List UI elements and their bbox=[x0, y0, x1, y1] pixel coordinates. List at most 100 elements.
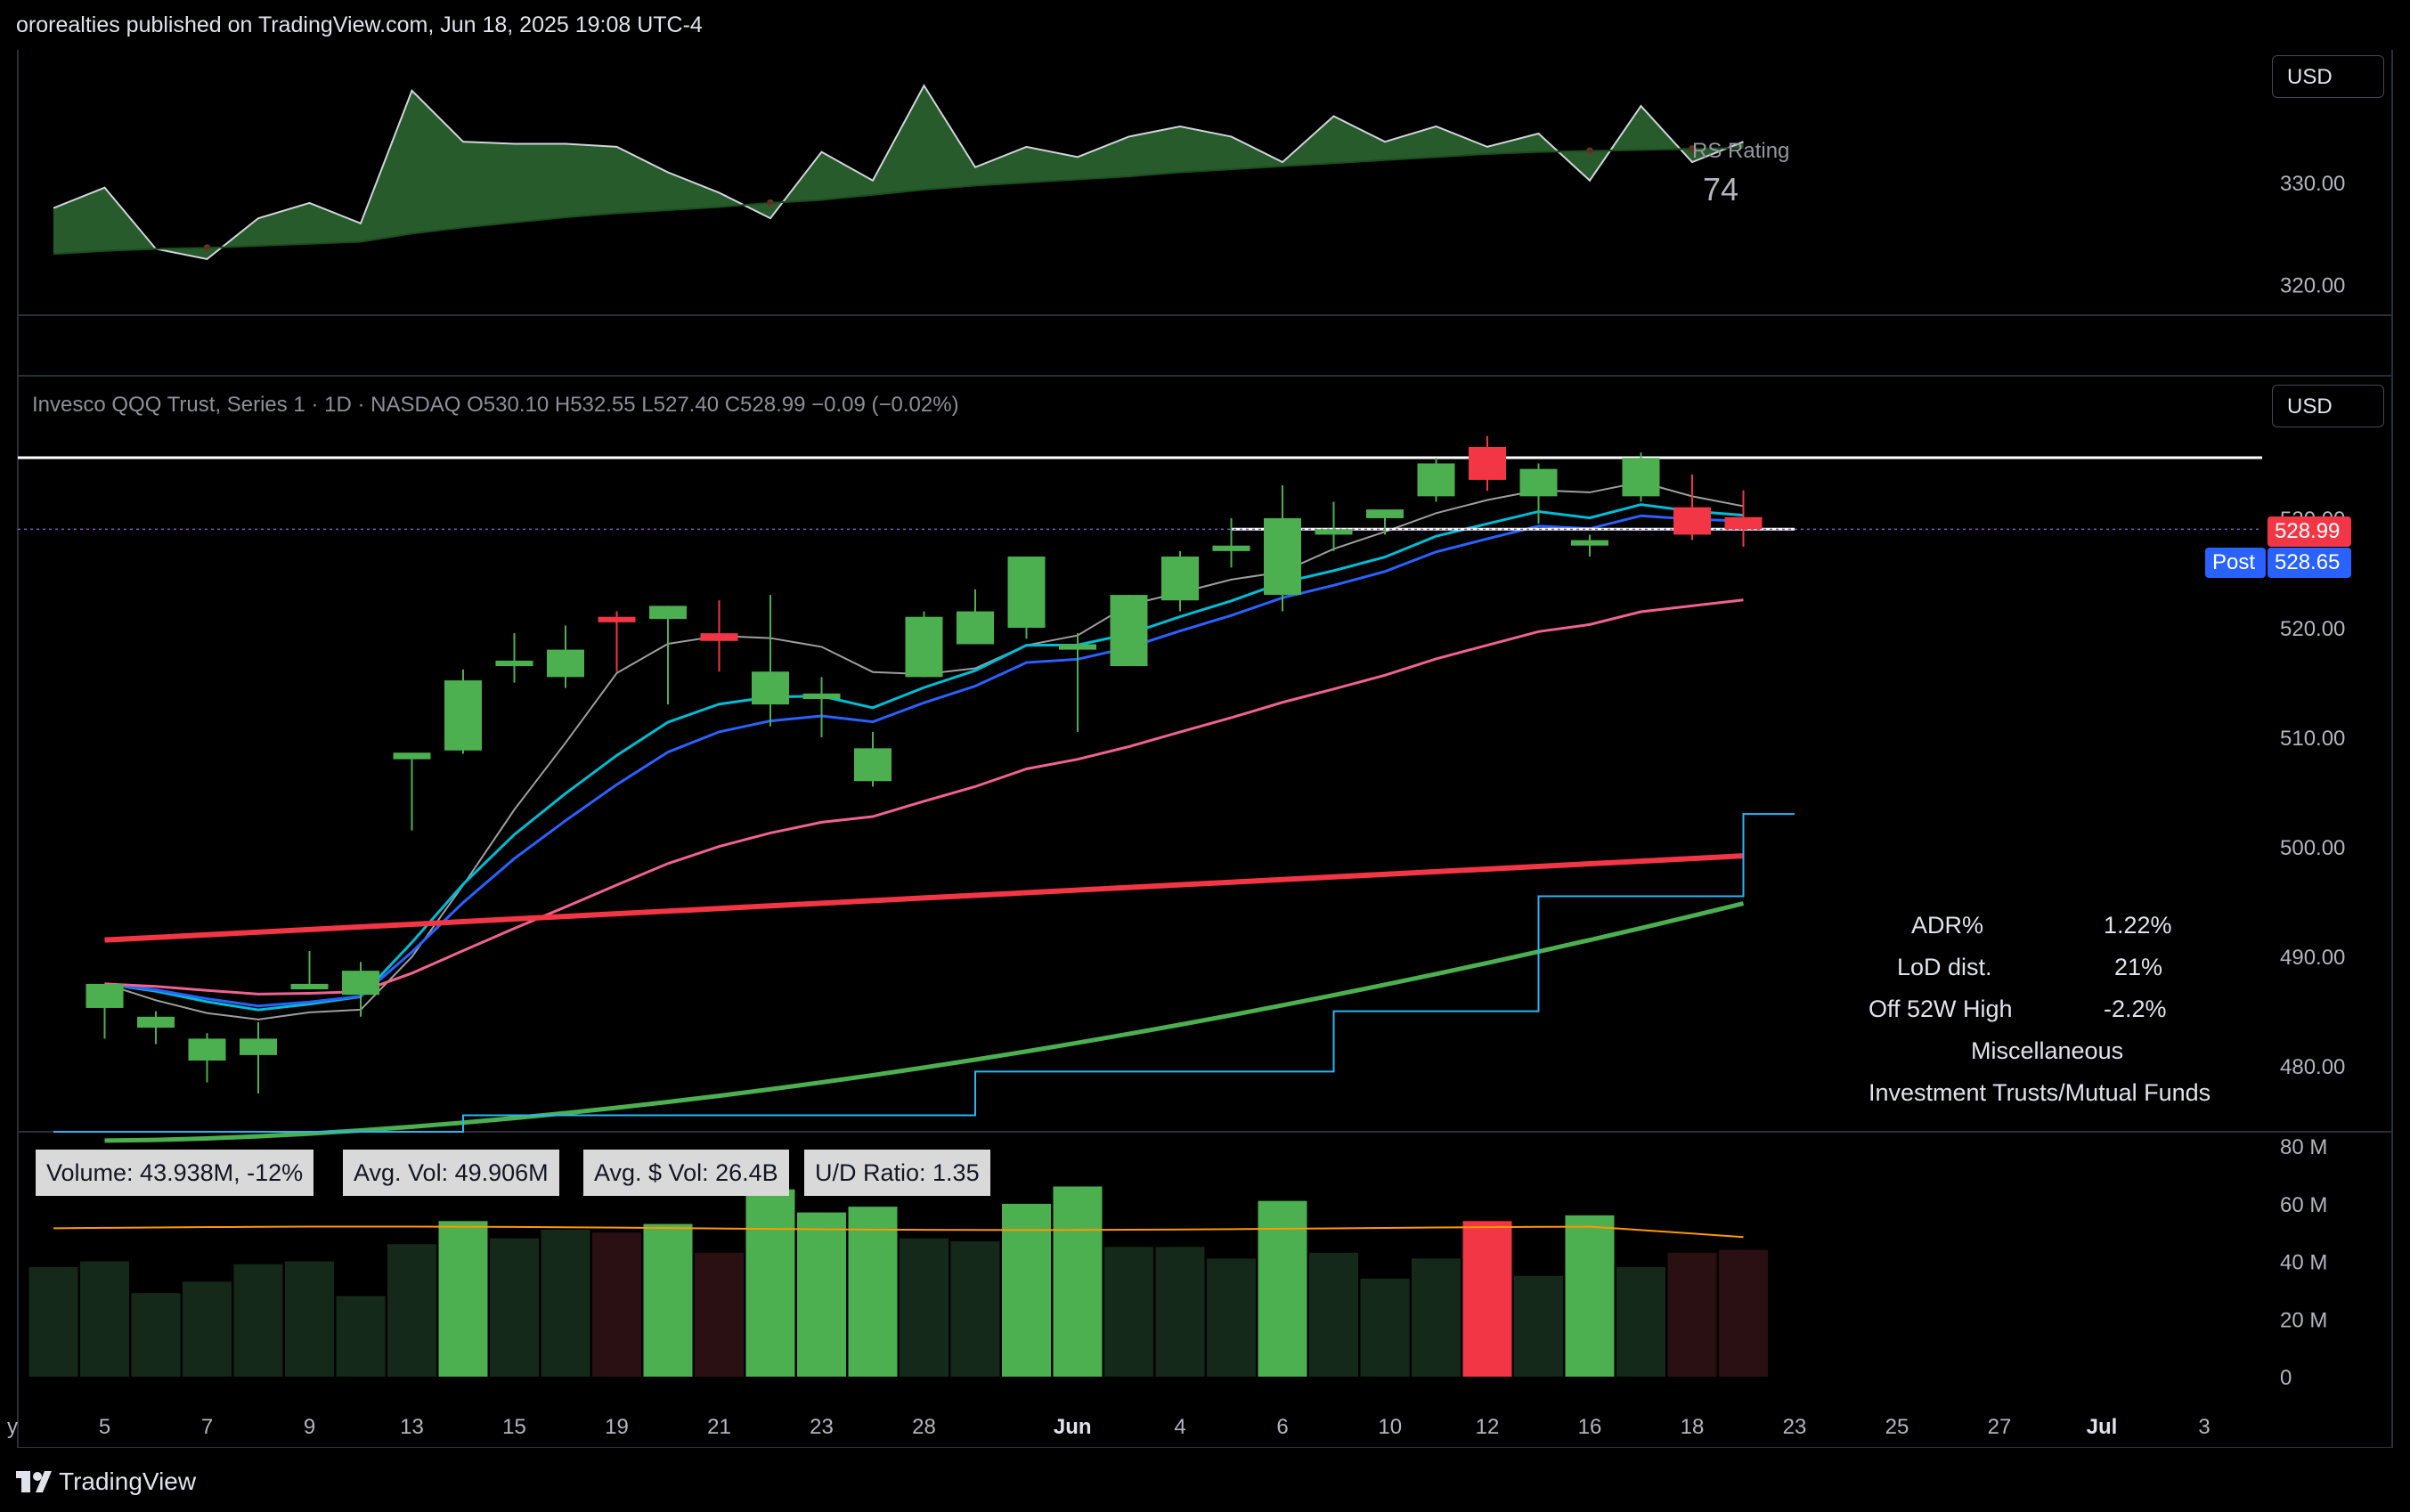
candle-body bbox=[85, 983, 124, 1008]
candle-body bbox=[1161, 557, 1199, 601]
ema-line bbox=[104, 514, 1744, 1008]
volume-axis-tick: 80 M bbox=[2280, 1135, 2327, 1159]
volume-bar bbox=[1616, 1267, 1665, 1377]
x-axis-label: 23 bbox=[810, 1415, 834, 1439]
price-axis-tick: 500.00 bbox=[2280, 836, 2345, 860]
price-axis-tick: 490.00 bbox=[2280, 946, 2345, 970]
last-price-tag: 528.99 bbox=[2268, 516, 2351, 547]
price-axis-tick: 480.00 bbox=[2280, 1055, 2345, 1079]
axes: 340.00330.00320.00530.00520.00510.00500.… bbox=[7, 69, 2345, 1439]
publish-header: ororealties published on TradingView.com… bbox=[0, 0, 2410, 50]
candle-body bbox=[1571, 540, 1608, 546]
price-axis-tick: 510.00 bbox=[2280, 727, 2345, 751]
volume-bar bbox=[1667, 1252, 1717, 1377]
candle-body bbox=[802, 693, 841, 699]
volume-bar bbox=[28, 1267, 78, 1377]
candle-body bbox=[905, 616, 943, 678]
sector-text: Miscellaneous bbox=[1971, 1037, 2124, 1064]
volume-bar bbox=[183, 1281, 232, 1377]
x-axis-label: 9 bbox=[304, 1415, 315, 1439]
candle-body bbox=[547, 649, 584, 678]
volume-axis-tick: 40 M bbox=[2280, 1251, 2327, 1275]
off-high-label: Off 52W High bbox=[1869, 996, 2013, 1022]
volume-bar bbox=[80, 1261, 129, 1377]
candle-body bbox=[290, 983, 329, 990]
candle-body bbox=[1622, 458, 1660, 497]
candle-body bbox=[1519, 468, 1558, 497]
candle-body bbox=[1007, 557, 1046, 628]
rs-line bbox=[53, 84, 1744, 261]
x-axis-label: 7 bbox=[201, 1415, 213, 1439]
step-line bbox=[53, 813, 1795, 1133]
adr-value: 1.22% bbox=[2104, 912, 2172, 939]
x-axis-label: 15 bbox=[502, 1415, 526, 1439]
candle-body bbox=[752, 671, 789, 705]
x-axis-label: Jul bbox=[2087, 1415, 2118, 1439]
volume-bar bbox=[1719, 1249, 1768, 1377]
sma50-line bbox=[104, 853, 1744, 943]
x-axis-label: 23 bbox=[1783, 1415, 1807, 1439]
volume-bar bbox=[285, 1261, 334, 1377]
lod-label: LoD dist. bbox=[1897, 954, 1992, 980]
x-axis-label: 19 bbox=[605, 1415, 629, 1439]
industry-text: Investment Trusts/Mutual Funds bbox=[1869, 1079, 2211, 1106]
adr-label: ADR% bbox=[1911, 912, 1984, 939]
volume-bar bbox=[695, 1252, 744, 1377]
price-currency-button[interactable]: USD bbox=[2272, 385, 2384, 427]
candle-body bbox=[1315, 529, 1353, 535]
volume-bar bbox=[1002, 1203, 1051, 1377]
sma200-line bbox=[104, 901, 1745, 1143]
tradingview-logo[interactable]: TradingView bbox=[16, 1467, 196, 1496]
volume-bar bbox=[1514, 1275, 1563, 1377]
volume-bar bbox=[1412, 1258, 1461, 1377]
symbol-legend[interactable]: Invesco QQQ Trust, Series 1 · 1D · NASDA… bbox=[32, 393, 959, 417]
volume-bar bbox=[643, 1223, 693, 1377]
volume-bar bbox=[438, 1221, 488, 1377]
rs-axis-tick: 330.00 bbox=[2280, 172, 2345, 196]
x-axis-label: y bbox=[7, 1415, 18, 1439]
volume-bar bbox=[1053, 1186, 1103, 1377]
candle-body bbox=[1059, 644, 1096, 650]
candle-body bbox=[1212, 545, 1250, 551]
candle-body bbox=[1469, 446, 1506, 480]
candle-body bbox=[1417, 463, 1455, 497]
rs-rating-label: RS Rating bbox=[1692, 139, 1790, 163]
ema-short-line bbox=[104, 503, 1744, 1012]
candle-body bbox=[137, 1016, 175, 1028]
price-axis-tick: 520.00 bbox=[2280, 617, 2345, 641]
volume-bar bbox=[797, 1212, 846, 1377]
x-axis-label: 28 bbox=[912, 1415, 936, 1439]
volume-bar bbox=[541, 1230, 590, 1377]
sma-short-line bbox=[104, 481, 1744, 1020]
rs-currency-button[interactable]: USD bbox=[2272, 55, 2384, 98]
volume-bar bbox=[387, 1244, 436, 1377]
candle-body bbox=[1366, 509, 1404, 518]
candle-body bbox=[393, 752, 431, 760]
candle-body bbox=[957, 611, 994, 645]
x-axis-label: 12 bbox=[1476, 1415, 1500, 1439]
candle-body bbox=[1264, 517, 1301, 596]
candle-body bbox=[854, 748, 892, 782]
volume-bar bbox=[336, 1296, 386, 1377]
avg-dollar-volume-stat: Avg. $ Vol: 26.4B bbox=[583, 1150, 789, 1196]
volume-bar bbox=[592, 1232, 641, 1377]
x-axis-label: 10 bbox=[1378, 1415, 1402, 1439]
candle-body bbox=[188, 1038, 226, 1061]
volume-bar bbox=[233, 1264, 283, 1377]
volume-bar bbox=[950, 1240, 1000, 1377]
x-axis-label: Jun bbox=[1054, 1415, 1092, 1439]
rs-ma-line bbox=[53, 147, 1744, 256]
x-axis-label: 21 bbox=[707, 1415, 731, 1439]
x-axis-label: 3 bbox=[2198, 1415, 2210, 1439]
rs-rating-value: 74 bbox=[1703, 171, 1739, 207]
volume-bar bbox=[1309, 1252, 1358, 1377]
candle-body bbox=[649, 606, 687, 620]
candle-body bbox=[240, 1038, 277, 1055]
candle-body bbox=[495, 660, 533, 667]
x-axis-label: 27 bbox=[1988, 1415, 2012, 1439]
candle-body bbox=[1110, 595, 1148, 667]
chart-canvas[interactable]: 340.00330.00320.00530.00520.00510.00500.… bbox=[0, 50, 2410, 1448]
volume-stat: Volume: 43.938M, -12% bbox=[36, 1150, 314, 1196]
volume-bar bbox=[848, 1207, 898, 1377]
volume-bar bbox=[745, 1189, 795, 1377]
